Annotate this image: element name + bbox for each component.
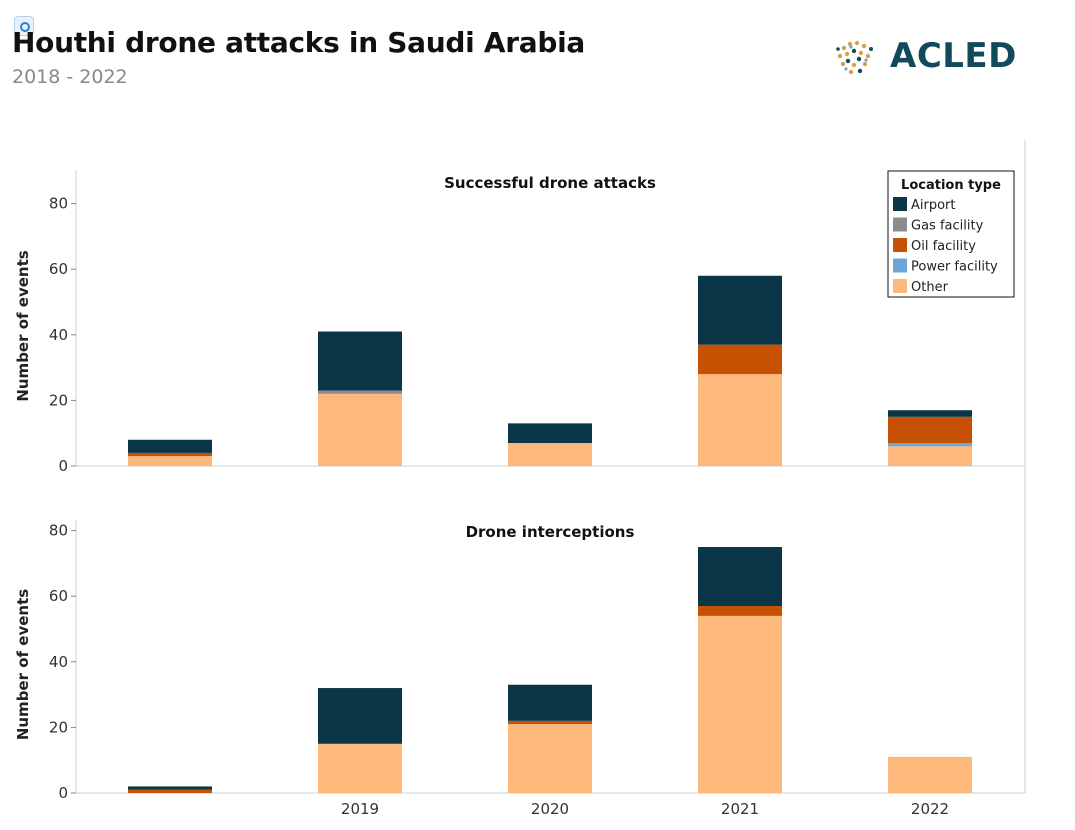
legend-label: Gas facility xyxy=(911,219,984,234)
legend-label: Power facility xyxy=(911,260,998,275)
bar-other-2019 xyxy=(318,743,402,793)
bar-other-2020 xyxy=(508,724,592,793)
y-tick-label: 40 xyxy=(49,653,68,671)
chart-title: Successful drone attacks xyxy=(444,174,656,192)
bar-oil-facility-2020 xyxy=(508,720,592,725)
y-axis-label: Number of events xyxy=(14,250,32,401)
legend-box xyxy=(887,170,1015,298)
legend-swatch-oil-facility xyxy=(893,238,907,252)
bar-power-facility-2022 xyxy=(888,443,972,447)
bar-other-2019 xyxy=(318,393,402,466)
bar-airport-2018 xyxy=(128,786,212,790)
y-tick-label: 0 xyxy=(58,457,68,475)
y-axis-label: Number of events xyxy=(14,589,32,740)
logo-text: ACLED xyxy=(890,36,1017,76)
bar-other-2018 xyxy=(128,456,212,466)
bar-oil-facility-2018 xyxy=(128,789,212,793)
acled-logo: ACLED xyxy=(830,34,1020,82)
page-subtitle: 2018 - 2022 xyxy=(12,66,128,88)
y-tick-label: 0 xyxy=(58,784,68,802)
legend-label: Oil facility xyxy=(911,239,976,254)
chart-title: Drone interceptions xyxy=(466,523,635,541)
x-tick-label: 2022 xyxy=(911,800,949,818)
bar-airport-2019 xyxy=(318,688,402,744)
bar-airport-2022 xyxy=(888,410,972,417)
bar-airport-2020 xyxy=(508,684,592,721)
y-tick-label: 20 xyxy=(49,718,68,736)
legend-title: Location type xyxy=(901,178,1001,193)
bar-oil-facility-2022 xyxy=(888,416,972,444)
lens-icon[interactable] xyxy=(14,16,34,36)
y-tick-label: 60 xyxy=(49,260,68,278)
legend-label: Other xyxy=(911,280,949,295)
bar-airport-2018 xyxy=(128,439,212,453)
legend-swatch-power-facility xyxy=(893,258,907,273)
bar-other-2022 xyxy=(888,756,972,793)
bar-oil-facility-2021 xyxy=(698,606,782,616)
bar-oil-facility-2021 xyxy=(698,344,782,375)
bar-airport-2021 xyxy=(698,547,782,607)
y-tick-label: 60 xyxy=(49,587,68,605)
bar-gas-facility-2019 xyxy=(318,390,402,394)
x-tick-label: 2021 xyxy=(721,800,759,818)
legend-swatch-gas-facility xyxy=(893,217,907,232)
legend-label: Airport xyxy=(911,198,956,213)
x-tick-label: 2020 xyxy=(531,800,569,818)
bar-airport-2020 xyxy=(508,423,592,444)
bar-other-2021 xyxy=(698,615,782,793)
legend-swatch-airport xyxy=(893,197,907,211)
bar-airport-2019 xyxy=(318,331,402,391)
y-tick-label: 80 xyxy=(49,195,68,213)
page-title: Houthi drone attacks in Saudi Arabia xyxy=(12,26,585,59)
bar-other-2020 xyxy=(508,443,592,466)
bar-oil-facility-2018 xyxy=(128,452,212,457)
bar-other-2021 xyxy=(698,374,782,466)
y-tick-label: 40 xyxy=(49,326,68,344)
bar-airport-2021 xyxy=(698,275,782,345)
x-tick-label: 2019 xyxy=(341,800,379,818)
legend-swatch-other xyxy=(893,279,907,293)
bar-other-2022 xyxy=(888,446,972,466)
y-tick-label: 80 xyxy=(49,522,68,540)
y-tick-label: 20 xyxy=(49,391,68,409)
globe-icon xyxy=(836,39,875,77)
